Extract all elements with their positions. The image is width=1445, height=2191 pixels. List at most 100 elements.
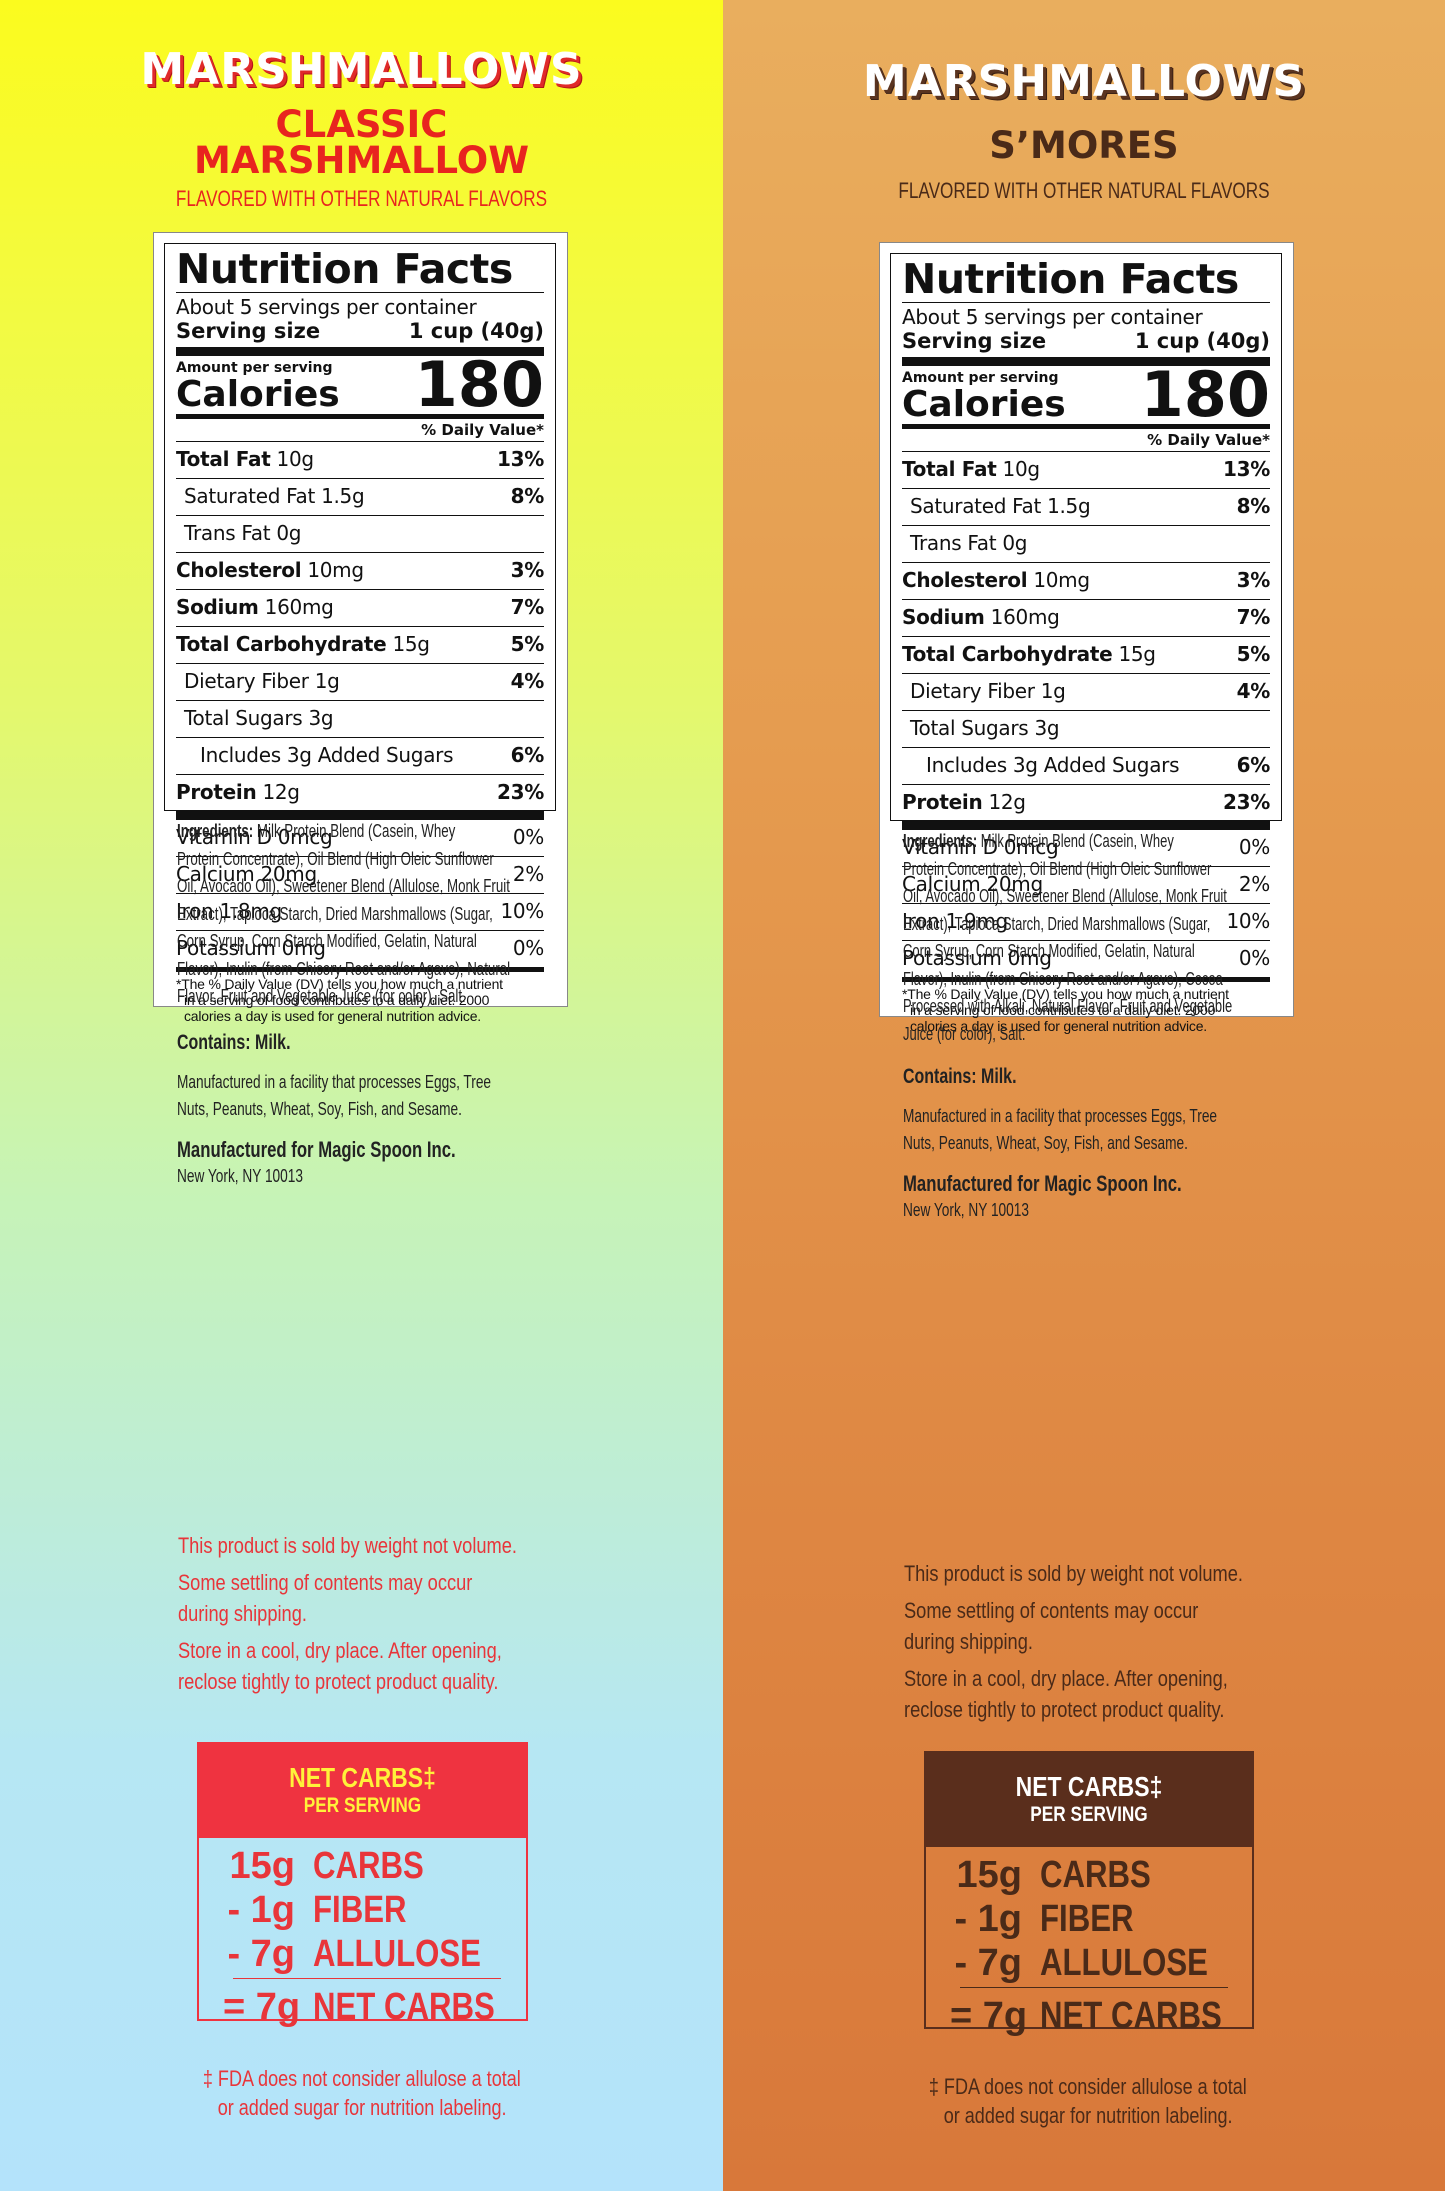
serving-size: Serving size 1 cup (40g) [176, 319, 544, 356]
calories-row: Calories 180 [902, 364, 1270, 429]
ingredients-list: Ingredients: Milk Protein Blend (Casein,… [903, 831, 1233, 1044]
natural-flavors-note: FLAVORED WITH OTHER NATURAL FLAVORS [898, 178, 1270, 203]
net-carbs-header: NET CARBS‡ PER SERVING [926, 1753, 1252, 1847]
calories-label: Calories [902, 384, 1066, 425]
brand-title: MARSHMALLOWS [140, 44, 583, 95]
allulose-disclaimer-smores: ‡ FDA does not consider allulose a total… [929, 2074, 1247, 2128]
nutrition-facts-panel: Nutrition Facts About 5 servings per con… [164, 243, 556, 1024]
servings-per-container: About 5 servings per container [902, 302, 1270, 329]
manufacturer: Manufactured for Magic Spoon Inc. [177, 1136, 456, 1162]
servings-per-container: About 5 servings per container [176, 292, 544, 319]
nutrient-row-total-fat: Total Fat 10g 13% [902, 452, 1270, 489]
calories-value: 180 [1140, 358, 1270, 431]
allergen-block: Contains: Milk. Manufactured in a facili… [903, 1063, 1271, 1225]
nutrient-row-total-sugars: Total Sugars 3g [902, 711, 1270, 748]
nutrient-row-total-carbohydrate: Total Carbohydrate 15g 5% [176, 627, 544, 664]
nutrient-row-iron: Iron 1.8mg 10% [176, 894, 544, 931]
storage-note-line1: Store in a cool, dry place. After openin… [904, 1666, 1228, 1691]
amount-per-serving: Amount per serving [902, 370, 1059, 386]
natural-flavors-note: FLAVORED WITH OTHER NATURAL FLAVORS [175, 186, 548, 211]
ingredients-list: Ingredients: Milk Protein Blend (Casein,… [177, 821, 511, 1006]
nutrient-row-sodium: Sodium 160mg 7% [176, 590, 544, 627]
net-carbs-line-allulose: - 7g ALLULOSE [954, 1942, 1208, 1984]
flavor-name: CLASSIC MARSHMALLOW [0, 103, 723, 182]
label-card-smores: Nutrition Facts About 5 servings per con… [879, 242, 1294, 1220]
nutrient-row-dietary-fiber: Dietary Fiber 1g 4% [902, 674, 1270, 711]
daily-value-header: % Daily Value* [176, 419, 544, 442]
facility-statement-line2: Nuts, Peanuts, Wheat, Soy, Fish, and Ses… [177, 1099, 462, 1119]
nutrient-row-trans-fat: Trans Fat 0g [902, 526, 1270, 563]
daily-value-header: % Daily Value* [902, 429, 1270, 452]
facility-statement-line2: Nuts, Peanuts, Wheat, Soy, Fish, and Ses… [903, 1133, 1188, 1153]
nutrient-row-dietary-fiber: Dietary Fiber 1g 4% [176, 664, 544, 701]
nutrient-row-cholesterol: Cholesterol 10mg 3% [902, 563, 1270, 600]
net-carbs-box: NET CARBS‡ PER SERVING 15g CARBS - 1g FIBE… [197, 1742, 528, 2028]
weight-note: This product is sold by weight not volum… [178, 1533, 517, 1558]
contains-statement: Contains: Milk. [903, 1065, 1017, 1088]
nutrient-row-calcium: Calcium 20mg 2% [176, 857, 544, 894]
nutrient-row-sodium: Sodium 160mg 7% [902, 600, 1270, 637]
storage-note-line2: reclose tightly to protect product quali… [904, 1697, 1225, 1722]
nutrient-row-cholesterol: Cholesterol 10mg 3% [176, 553, 544, 590]
classic-marshmallow-panel: MARSHMALLOWS CLASSIC MARSHMALLOW FLAVORE… [0, 0, 723, 2191]
daily-value-footnote: *The % Daily Value (DV) tells you how mu… [902, 986, 1229, 1034]
amount-per-serving: Amount per serving [176, 360, 333, 376]
manufacturer-address: New York, NY 10013 [177, 1166, 303, 1186]
allulose-disclaimer: ‡ FDA does not consider allulose a total… [203, 2066, 521, 2120]
net-carbs-subtitle: PER SERVING [1030, 1803, 1148, 1826]
net-carbs-line-fiber: - 1g FIBER [954, 1898, 1134, 1940]
nutrient-row-total-sugars: Total Sugars 3g [176, 701, 544, 738]
calories-value: 180 [414, 348, 544, 421]
serving-size-label: Serving size [176, 319, 321, 343]
daily-value-footnote: *The % Daily Value (DV) tells you how mu… [176, 976, 503, 1024]
serving-size-value: 1 cup (40g) [1134, 329, 1270, 353]
settling-note-line2: during shipping. [178, 1601, 307, 1626]
settling-note-line1: Some settling of contents may occur [904, 1598, 1199, 1623]
nutrition-facts-title: Nutrition Facts [902, 255, 1239, 303]
net-carbs-line-carbs: 15g CARBS [229, 1845, 424, 1887]
ingredients-block: Ingredients: Milk Protein Blend (Casein,… [177, 818, 545, 1011]
settling-note-line1: Some settling of contents may occur [178, 1570, 473, 1595]
nutrient-row-saturated-fat: Saturated Fat 1.5g 8% [176, 479, 544, 516]
net-carbs-line-carbs: 15g CARBS [956, 1854, 1151, 1896]
nutrient-row-vitamin-d: Vitamin D 0mcg 0% [176, 820, 544, 857]
brand-title: MARSHMALLOWS [862, 56, 1306, 107]
weight-note: This product is sold by weight not volum… [904, 1561, 1243, 1586]
allergen-block: Contains: Milk. Manufactured in a facili… [177, 1029, 545, 1191]
ingredients-label: Ingredients: [903, 831, 978, 851]
nutrient-row-potassium: Potassium 0mg 0% [902, 941, 1270, 982]
facility-statement-line1: Manufactured in a facility that processe… [177, 1071, 492, 1092]
net-carbs-title: NET CARBS‡ [289, 1762, 436, 1793]
net-carbs-header: NET CARBS‡ PER SERVING [199, 1744, 526, 1838]
nutrient-row-trans-fat: Trans Fat 0g [176, 516, 544, 553]
settling-note-line2: during shipping. [904, 1629, 1033, 1654]
flavor-name-line1: S’MORES [989, 124, 1179, 167]
net-carbs-total: = 7g NET CARBS [950, 1995, 1222, 2037]
nutrient-row-protein: Protein 12g 23% [176, 775, 544, 820]
nutrient-row-total-carbohydrate: Total Carbohydrate 15g 5% [902, 637, 1270, 674]
serving-size: Serving size 1 cup (40g) [902, 329, 1270, 366]
calories-label: Calories [176, 374, 340, 415]
storage-note-line1: Store in a cool, dry place. After openin… [178, 1638, 502, 1663]
flavor-name-line1: CLASSIC [275, 103, 448, 146]
flavor-name: S’MORES [723, 124, 1445, 167]
net-carbs-line-allulose: - 7g ALLULOSE [227, 1933, 481, 1975]
net-carbs-total: = 7g NET CARBS [223, 1986, 495, 2028]
storage-notes: This product is sold by weight not volum… [178, 1530, 586, 1697]
calories-row: Calories 180 [176, 354, 544, 419]
nutrient-row-added-sugars: Includes 3g Added Sugars 6% [176, 738, 544, 775]
contains-statement: Contains: Milk. [177, 1031, 291, 1054]
net-carbs-box-smores: NET CARBS‡ PER SERVING 15g CARBS - 1g FIBE… [924, 1751, 1254, 2037]
label-card: Nutrition Facts About 5 servings per con… [153, 232, 568, 1186]
ingredients-block: Ingredients: Milk Protein Blend (Casein,… [903, 828, 1271, 1048]
nutrient-row-vitamin-d: Vitamin D 0mcg 0% [902, 830, 1270, 867]
ingredients-label: Ingredients: [177, 821, 254, 841]
nutrient-row-total-fat: Total Fat 10g 13% [176, 442, 544, 479]
nutrient-row-potassium: Potassium 0mg 0% [176, 931, 544, 972]
manufacturer: Manufactured for Magic Spoon Inc. [903, 1170, 1182, 1196]
manufacturer-address: New York, NY 10013 [903, 1200, 1029, 1220]
net-carbs-subtitle: PER SERVING [303, 1794, 422, 1817]
nutrient-row-calcium: Calcium 20mg 2% [902, 867, 1270, 904]
flavor-name-line2: MARSHMALLOW [193, 139, 530, 182]
net-carbs-title: NET CARBS‡ [1015, 1771, 1163, 1802]
